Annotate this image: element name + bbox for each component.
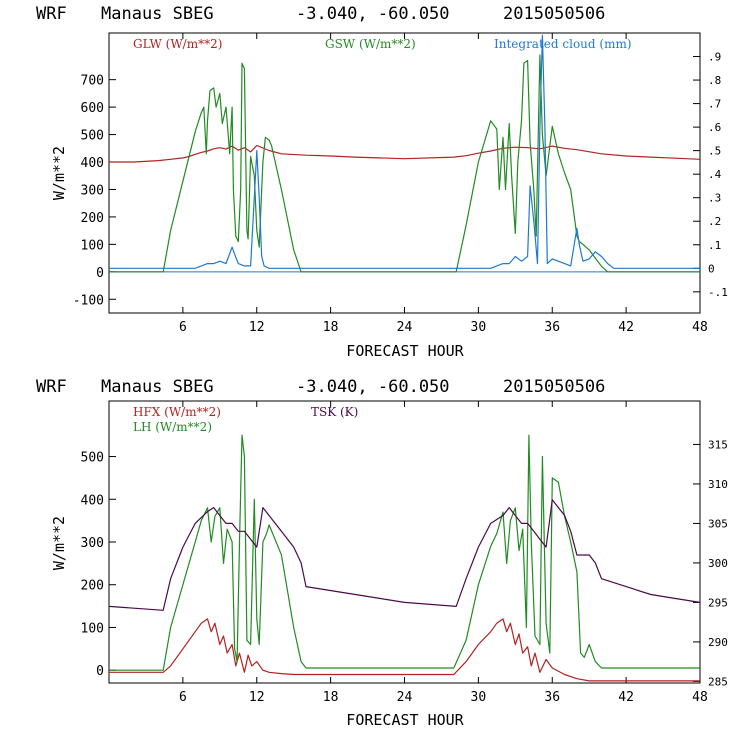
- panel1-legend-cloud: Integrated cloud (mm): [494, 37, 632, 51]
- panel1-y2tick-label: .4: [708, 168, 722, 181]
- panel1-date: 2015050506: [503, 4, 605, 24]
- panel2-y2tick-label: 315: [708, 438, 728, 451]
- panel1-xtick-label: 24: [397, 320, 413, 335]
- panel2-xtick-label: 18: [323, 690, 339, 705]
- panel1-y2tick-label: .9: [708, 51, 721, 64]
- panel2-station: Manaus SBEG: [101, 377, 214, 397]
- panel2-xtick-label: 42: [618, 690, 634, 705]
- panel1-xtick-label: 12: [249, 320, 265, 335]
- panel1-ytick-label: 500: [81, 129, 104, 144]
- panel2-ytick-label: 200: [81, 579, 104, 594]
- panel1-ytick-label: 700: [81, 74, 104, 89]
- panel2-y2tick-label: 310: [708, 478, 728, 491]
- panel1-xtick-label: 6: [179, 320, 187, 335]
- panel1-y2tick-label: .6: [708, 121, 721, 134]
- panel2-legend-lh: LH (W/m**2): [133, 420, 212, 434]
- panel2-coords: -3.040, -60.050: [296, 377, 450, 397]
- panel2-plot-frame: [108, 400, 701, 684]
- panel2-series-lh-line: [109, 434, 700, 671]
- panel1-y2tick-label: .8: [708, 74, 721, 87]
- panel1-legend-glw: GLW (W/m**2): [133, 37, 222, 51]
- panel1-y2tick-label: .2: [708, 215, 721, 228]
- panel2-legend: HFX (W/m**2) LH (W/m**2) TSK (K): [133, 405, 358, 434]
- panel2-xtick-label: 36: [544, 690, 560, 705]
- panel1-ytick-label: 600: [81, 101, 104, 116]
- panel1-header: WRF Manaus SBEG -3.040, -60.050 20150505…: [36, 4, 605, 24]
- panel2-model: WRF: [36, 377, 67, 397]
- panel1-ytick-label: 300: [81, 183, 104, 198]
- panel2-xtick-label: 24: [397, 690, 413, 705]
- panel1-ytick-label: -100: [73, 293, 104, 308]
- panel1-ytick-label: 0: [96, 266, 104, 281]
- panel1-model: WRF: [36, 4, 67, 24]
- panel2-ytick-label: 100: [81, 621, 104, 636]
- panel2-ytick-label: 400: [81, 493, 104, 508]
- panel1-plot-frame: [108, 32, 701, 314]
- panel2-ytick-label: 0: [96, 664, 104, 679]
- panel2-date: 2015050506: [503, 377, 605, 397]
- panel1-series-glw-line: [109, 144, 701, 163]
- panel1-x-axis-label: FORECAST HOUR: [346, 342, 464, 360]
- panel2-xtick-label: 6: [179, 690, 187, 705]
- panel2-xtick-label: 12: [249, 690, 265, 705]
- panel2-y2tick-label: 290: [708, 636, 728, 649]
- panel1-legend-gsw: GSW (W/m**2): [325, 37, 416, 51]
- panel1-y2tick-label: 0: [708, 262, 715, 275]
- panel1-legend: GLW (W/m**2) GSW (W/m**2) Integrated clo…: [133, 37, 632, 51]
- panel2-ytick-label: 500: [81, 451, 104, 466]
- panel2-legend-tsk: TSK (K): [311, 405, 358, 419]
- panel2-y2tick-label: 305: [708, 517, 728, 530]
- panel1-xtick-label: 30: [471, 320, 487, 335]
- panel1-xtick-label: 18: [323, 320, 339, 335]
- panel2-legend-hfx: HFX (W/m**2): [133, 405, 221, 419]
- panel2-xtick-label: 48: [692, 690, 708, 705]
- panel1-series-integrated-line: [109, 34, 700, 269]
- panel1-y2tick-label: .3: [708, 192, 721, 205]
- panel2-y2tick-label: 295: [708, 596, 728, 609]
- panel1-y-axis-label: W/m**2: [50, 146, 68, 200]
- panel1-series-gsw-line: [109, 54, 700, 273]
- panel1-coords: -3.040, -60.050: [296, 4, 450, 24]
- panel1-y2tick-label: .7: [708, 98, 721, 111]
- panel2-xtick-label: 30: [471, 690, 487, 705]
- panel2-marks: 6 12 18 24 30 36 42 48 0 100 200 300 400 500 285 290 295…: [81, 401, 728, 705]
- panel1-y2tick-label: -.1: [708, 286, 728, 299]
- panel2-y-axis-label: W/m**2: [50, 516, 68, 570]
- panel2-y2tick-label: 285: [708, 675, 728, 688]
- panel2-y2tick-label: 300: [708, 557, 728, 570]
- panel1-marks: 6 12 18 24 30 36 42 48 -100 0 100 200 300 400 500 600 70…: [73, 33, 728, 335]
- panel2-series-tsk-line: [108, 499, 701, 611]
- panel2-x-axis-label: FORECAST HOUR: [346, 711, 464, 729]
- panel2-series-hfx-line: [109, 618, 700, 682]
- panel1-ytick-label: 200: [81, 211, 104, 226]
- panel1-xtick-label: 48: [692, 320, 708, 335]
- panel1-ytick-label: 400: [81, 156, 104, 171]
- panel1-xtick-label: 42: [618, 320, 634, 335]
- panel1-y2tick-label: .1: [708, 239, 721, 252]
- panel2-header: WRF Manaus SBEG -3.040, -60.050 20150505…: [36, 377, 605, 397]
- panel1-ytick-label: 100: [81, 238, 104, 253]
- panel1-xtick-label: 36: [544, 320, 560, 335]
- panel2-ytick-label: 300: [81, 536, 104, 551]
- panel1-y2tick-label: .5: [708, 145, 721, 158]
- panel1-station: Manaus SBEG: [101, 4, 214, 24]
